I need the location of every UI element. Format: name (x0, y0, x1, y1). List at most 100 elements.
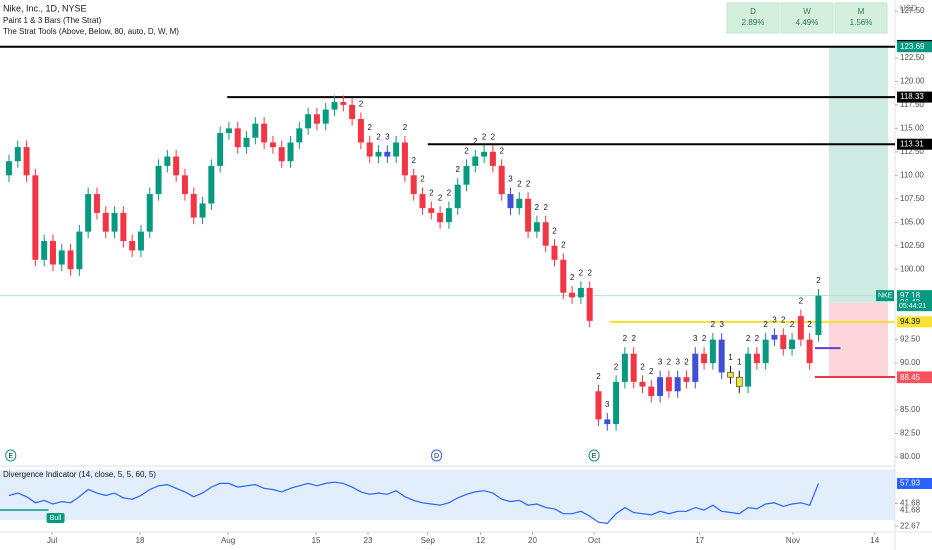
candle-body (657, 377, 664, 396)
candle-body (621, 353, 628, 382)
strat-label: 3 (605, 400, 610, 409)
x-tick-label: 14 (870, 536, 879, 545)
x-tick-label: 20 (528, 536, 537, 545)
y-tick-label: 120.00 (900, 77, 925, 86)
candle-body (331, 102, 338, 110)
strat-label: 2 (570, 273, 575, 282)
candle-body (701, 353, 708, 364)
indicator-name: The Strat Tools (Above, Below, 80, auto,… (3, 27, 179, 36)
x-tick-label: Nov (786, 536, 800, 545)
candle-body (683, 377, 690, 382)
candle-body (806, 339, 813, 364)
strat-label: 2 (376, 132, 381, 141)
y-tick-label: 90.00 (900, 358, 921, 367)
candle-body (190, 194, 197, 218)
symbol-title: Nike, Inc., 1D, NYSE (3, 3, 87, 13)
price-badge-label: 123.69 (900, 42, 925, 51)
period-change: 2.89% (742, 18, 765, 27)
target-zone (829, 45, 888, 303)
y-tick-label: 85.00 (900, 405, 921, 414)
strat-label: 2 (535, 203, 540, 212)
candle-body (604, 419, 611, 425)
candle-body (23, 147, 30, 176)
indicator-tick-label: 41.68 (900, 498, 921, 507)
event-label: E (8, 453, 13, 460)
strat-label: 2 (631, 334, 636, 343)
strat-label: 2 (464, 146, 469, 155)
candle-body (32, 175, 39, 260)
strat-label: 2 (429, 189, 434, 198)
candle-body (269, 142, 276, 148)
x-tick-label: 17 (695, 536, 704, 545)
strat-label: 2 (359, 100, 364, 109)
candle-body (234, 128, 241, 148)
strat-label: 1 (728, 353, 733, 362)
candle-body (692, 353, 699, 382)
strat-label: 2 (403, 123, 408, 132)
candle-body (393, 142, 400, 157)
strat-label: 3 (719, 320, 724, 329)
x-tick-label: Jul (47, 536, 57, 545)
strat-label: 2 (790, 320, 795, 329)
y-tick-label: 92.50 (900, 335, 921, 344)
candle-body (718, 339, 725, 373)
candle-body (129, 241, 136, 251)
candle-body (753, 353, 760, 364)
candle-body (797, 316, 804, 340)
candle-body (41, 241, 48, 260)
period-card (726, 2, 780, 34)
strat-label: 2 (499, 146, 504, 155)
strat-label: 2 (579, 269, 584, 278)
strat-label: 2 (649, 367, 654, 376)
price-badge (897, 41, 932, 53)
price-badge (897, 316, 932, 328)
event-badge (431, 449, 443, 462)
x-tick-label: Sep (421, 536, 436, 545)
candle-body (76, 231, 83, 270)
y-tick-label: 82.50 (900, 429, 921, 438)
period-card (780, 2, 834, 34)
y-tick-label: 115.00 (900, 123, 924, 132)
indicator-tick-label: 41.68 (900, 505, 921, 514)
strat-label: 2 (763, 320, 768, 329)
candle-body (630, 353, 637, 382)
strat-label: 2 (438, 193, 443, 202)
candle-body (586, 287, 593, 321)
strat-label: 2 (447, 189, 452, 198)
candle-body (472, 156, 479, 166)
x-tick-label: Aug (221, 536, 235, 545)
candle-body (648, 386, 655, 396)
indicator-title: Divergence Indicator (14, close, 5, 5, 6… (3, 470, 156, 479)
candle-body (261, 123, 268, 143)
strat-label: 3 (772, 315, 777, 324)
x-tick-label: 15 (312, 536, 321, 545)
strat-label: 2 (411, 156, 416, 165)
candle-body (489, 151, 496, 166)
candle-body (551, 245, 558, 260)
candle-body (613, 381, 620, 425)
candle-body (481, 151, 488, 157)
candle-body (340, 102, 347, 105)
signal-badge (46, 513, 65, 523)
strat-label: 2 (587, 269, 592, 278)
candle-body (525, 198, 532, 232)
price-badge-label: 118.33 (900, 92, 924, 101)
candle-body (736, 376, 743, 387)
strat-label: 2 (482, 132, 487, 141)
period-name: D (750, 7, 756, 16)
strat-label: 2 (623, 334, 628, 343)
candle-body (745, 353, 752, 387)
strat-label: 1 (737, 358, 742, 367)
period-card (834, 2, 888, 34)
candle-body (296, 128, 303, 143)
strat-label: 2 (711, 320, 716, 329)
candle-body (322, 109, 329, 124)
price-badge (897, 91, 932, 103)
strat-label: 2 (799, 297, 804, 306)
y-tick-label: 100.00 (900, 264, 925, 273)
candle-body (384, 151, 391, 157)
candle-body (225, 128, 232, 134)
candle-body (146, 194, 153, 232)
candle-body (428, 208, 435, 213)
